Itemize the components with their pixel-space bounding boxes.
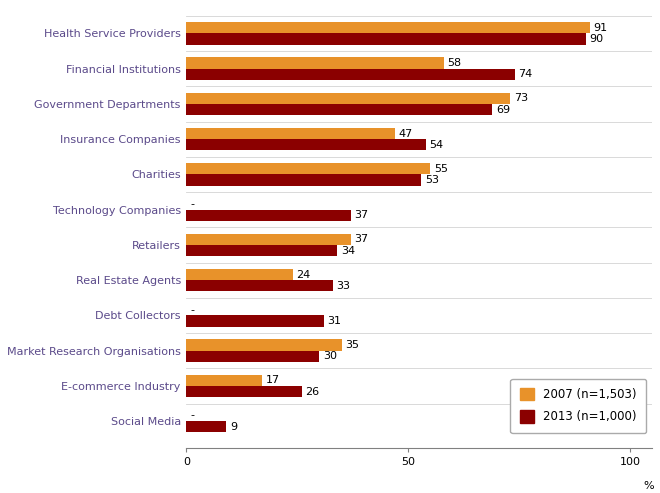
Bar [186, 22, 590, 34]
Bar [186, 128, 395, 139]
Legend: 2007 (n=1,503), 2013 (n=1,000): 2007 (n=1,503), 2013 (n=1,000) [510, 379, 646, 433]
Text: 34: 34 [341, 246, 355, 255]
Text: -: - [191, 305, 195, 315]
Text: 74: 74 [518, 70, 533, 79]
Text: 55: 55 [434, 164, 448, 174]
Bar [186, 245, 337, 256]
Bar [186, 269, 293, 280]
Text: 26: 26 [306, 387, 319, 396]
Bar [186, 280, 333, 291]
Bar [186, 139, 426, 150]
Text: 90: 90 [589, 34, 603, 44]
Bar [186, 210, 350, 221]
Bar [186, 69, 515, 80]
Text: 54: 54 [430, 140, 444, 150]
Bar [186, 421, 226, 432]
Bar [186, 34, 585, 45]
Text: 31: 31 [327, 316, 341, 326]
Text: 30: 30 [323, 352, 337, 361]
Text: -: - [191, 411, 195, 421]
Bar [186, 93, 510, 104]
Bar [186, 351, 319, 362]
Text: 24: 24 [296, 270, 311, 280]
Text: 37: 37 [354, 234, 368, 245]
Bar [186, 104, 492, 115]
Bar [186, 339, 342, 351]
Bar [186, 316, 324, 327]
Bar [186, 57, 444, 69]
Text: 9: 9 [230, 422, 237, 432]
Bar [186, 375, 262, 386]
Bar [186, 175, 422, 186]
Text: 17: 17 [265, 375, 279, 386]
Text: -: - [191, 199, 195, 209]
Bar [186, 386, 302, 397]
Text: 69: 69 [496, 105, 510, 114]
Bar [186, 234, 350, 245]
Text: 33: 33 [337, 281, 350, 291]
Text: 58: 58 [447, 58, 461, 68]
Text: 73: 73 [513, 93, 528, 103]
Text: 91: 91 [593, 23, 608, 33]
Text: 47: 47 [399, 129, 412, 139]
Text: 53: 53 [425, 175, 439, 185]
Text: %: % [644, 482, 654, 492]
Bar [186, 163, 430, 175]
Text: 35: 35 [345, 340, 359, 350]
Text: 37: 37 [354, 211, 368, 220]
